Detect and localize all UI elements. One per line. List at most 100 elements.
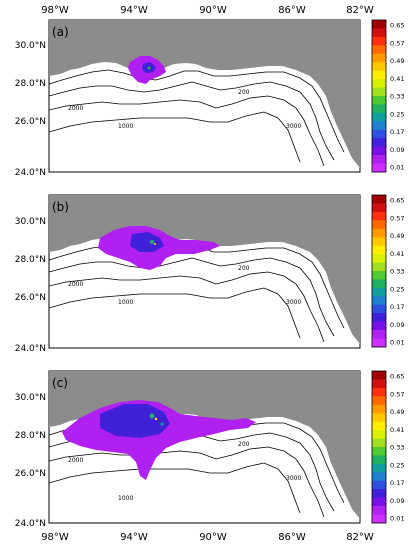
colorbar-segment [372,20,386,29]
colorbar-segment [372,121,386,131]
colorbar-segment [372,296,386,306]
contour-label: 3000 [286,475,301,482]
colorbar-tick-label: 0.25 [390,285,404,293]
contour-line [49,446,325,518]
top-lon-label: 82°W [346,5,374,16]
plume-hotspot [154,417,158,421]
colorbar-segment [372,70,386,80]
contour-line [49,257,335,337]
colorbar-segment [372,379,386,389]
contour-label: 2000 [68,105,83,112]
colorbar-segment [372,413,386,422]
colorbar-segment [372,28,386,38]
colorbar-segment [372,463,386,473]
contour-line [49,271,325,343]
colorbar-segment [372,237,386,246]
plume-hotspot [154,243,156,245]
top-lon-label: 94°W [120,5,148,16]
lat-label: 24.0°N [15,344,46,354]
colorbar-b: 0.65 0.57 0.49 0.41 0.33 0.25 0.17 0.09 0.01 [371,194,404,348]
colorbar-tick-label: 0.65 [390,373,404,381]
map-panel-a: (a) 30.0°N 28.0°N 26.0°N 24.0°N 1000 200… [15,19,361,178]
colorbar-segment [372,330,386,339]
colorbar-segment [372,87,386,97]
colorbar-tick-label: 0.09 [390,321,404,329]
colorbar-segment [372,506,386,515]
colorbar-segment [372,438,386,448]
contour-label: 1000 [118,123,133,130]
colorbar-segment [372,313,386,322]
colorbar-segment [372,138,386,147]
colorbar-segment [372,53,386,63]
colorbar-segment [372,45,386,55]
colorbar-segment [372,404,386,414]
bottom-lon-label: 82°W [346,532,374,543]
lat-label: 30.0°N [15,217,46,227]
colorbar-segment [372,262,386,272]
colorbar-tick-label: 0.33 [390,93,404,101]
colorbar-c: 0.65 0.57 0.49 0.41 0.33 0.25 0.17 0.09 0.01 [371,370,404,524]
plume-hotspot [147,66,151,70]
contour-line [49,111,301,163]
contour-label: 3000 [286,299,301,306]
bottom-lon-label: 94°W [120,532,148,543]
colorbar-segment [372,514,386,524]
top-lon-label: 86°W [278,5,306,16]
colorbar-segment [372,338,386,348]
colorbar-frame [371,194,387,348]
lat-label: 26.0°N [15,293,46,303]
colorbar-tick-label: 0.49 [390,408,404,416]
colorbar-segment [372,36,386,46]
colorbar-tick-label: 0.65 [390,22,404,30]
colorbar-tick-label: 0.17 [390,479,404,487]
lat-label: 30.0°N [15,393,46,403]
colorbar-tick-label: 0.25 [390,110,404,118]
colorbar-segment [372,447,386,456]
land-mass [49,20,360,168]
colorbar-tick-label: 0.33 [390,444,404,452]
colorbar-tick-label: 0.01 [390,515,404,523]
colorbar-tick-label: 0.41 [390,75,404,83]
colorbar-tick-label: 0.65 [390,197,404,205]
colorbar-segment [372,203,386,213]
contour-label: 1000 [118,299,133,306]
top-lon-label: 90°W [199,5,227,16]
colorbar-segment [372,279,386,289]
colorbar-segment [372,62,386,71]
colorbar-tick-label: 0.01 [390,164,404,172]
bottom-lon-label: 90°W [199,532,227,543]
contour-label: 200 [238,265,250,272]
colorbar-segment [372,304,386,314]
lat-label: 24.0°N [15,168,46,178]
colorbar-segment [372,220,386,230]
colorbar-segment [372,489,386,498]
contour-label: 3000 [286,123,301,130]
colorbar-segment [372,245,386,255]
colorbar-segment [372,211,386,221]
colorbar-segment [372,195,386,204]
panel-label: (a) [52,25,69,39]
contour-line [49,95,325,167]
colorbar-tick-label: 0.57 [390,390,404,398]
colorbar-segment [372,472,386,482]
colorbar-tick-label: 0.09 [390,146,404,154]
colorbar-tick-label: 0.01 [390,339,404,347]
lat-label: 24.0°N [15,519,46,529]
contour-label: 2000 [68,457,83,464]
colorbar-tick-label: 0.17 [390,303,404,311]
colorbar-tick-label: 0.41 [390,250,404,258]
contour-label: 1000 [118,495,133,502]
contour-label: 200 [238,441,250,448]
contour-line [49,69,345,153]
contour-line [49,287,301,339]
bottom-longitude-labels: 98°W 94°W 90°W 86°W 82°W [41,532,374,543]
colorbar-segment [372,79,386,88]
colorbar-segment [372,96,386,105]
colorbar-segment [372,129,386,139]
colorbar-frame [371,370,387,524]
colorbar-segment [372,287,386,297]
plume-hotspot [160,422,164,426]
colorbar-segment [372,163,386,173]
colorbar-segment [372,430,386,439]
